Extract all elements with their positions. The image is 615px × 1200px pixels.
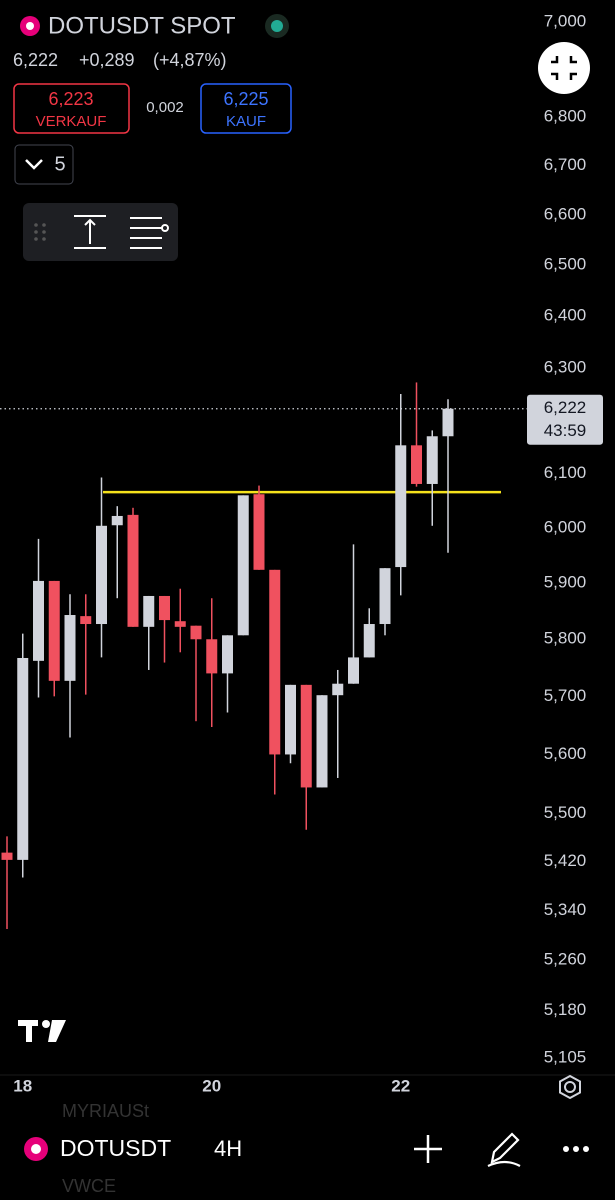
buy-button[interactable] [200, 83, 292, 134]
candle-body [442, 408, 454, 437]
y-tick-label: 7,000 [544, 11, 587, 30]
candle-body [426, 436, 438, 484]
market-status-dot [271, 20, 283, 32]
y-tick-label: 5,260 [544, 950, 587, 969]
x-tick-label: 18 [13, 1076, 32, 1095]
y-tick-label: 5,700 [544, 686, 587, 705]
y-tick-label: 6,500 [544, 255, 587, 274]
candle-body [411, 445, 422, 484]
sell-button[interactable] [13, 83, 130, 134]
candle-body [143, 595, 155, 627]
x-tick-label: 22 [391, 1076, 410, 1095]
current-price-label: 6,222 [544, 398, 587, 417]
candle-body [96, 525, 107, 625]
y-tick-label: 5,600 [544, 744, 587, 763]
candle-body [206, 639, 218, 674]
current-price-box [527, 394, 603, 445]
candle-body [237, 495, 249, 636]
y-tick-label: 6,400 [544, 306, 587, 325]
chevron-icon [25, 159, 43, 170]
x-tick-label: 20 [202, 1076, 221, 1095]
candle-body [253, 494, 265, 570]
candle-body [190, 625, 202, 640]
candle-body [332, 683, 344, 696]
countdown: 43:59 [544, 421, 587, 440]
candle-body [174, 621, 186, 627]
candle-body [17, 657, 29, 860]
candle-body [316, 695, 328, 788]
candle-body [285, 684, 296, 755]
change-pct: (+4,87%) [153, 50, 227, 70]
drag-handle [34, 223, 46, 241]
y-tick-label: 6,800 [544, 107, 587, 126]
quantity-dropdown[interactable] [14, 144, 74, 185]
y-tick-label: 5,180 [544, 1000, 587, 1019]
symbol-title: DOTUSDT SPOT [48, 12, 236, 39]
sell-label: VERKAUF [36, 113, 107, 130]
y-tick-label: 5,900 [544, 573, 587, 592]
candle-body [222, 635, 233, 674]
interval[interactable]: 4H [214, 1136, 242, 1161]
candle-body [111, 515, 123, 526]
spread: 0,002 [146, 99, 184, 116]
last-price: 6,222 [13, 50, 58, 70]
buy-price: 6,225 [223, 89, 268, 109]
bottom-symbol-icon-dot [31, 1144, 41, 1154]
candle-body [395, 445, 407, 568]
ghost-symbol: MYRIAUSt [62, 1101, 149, 1121]
y-tick-label: 5,340 [544, 900, 587, 919]
y-tick-label: 6,300 [544, 357, 587, 376]
y-tick-label: 5,800 [544, 629, 587, 648]
y-tick-label: 6,100 [544, 463, 587, 482]
candle-body [64, 615, 76, 681]
candle-body [127, 514, 139, 627]
candle-body [33, 580, 44, 661]
add-button[interactable] [414, 1135, 442, 1163]
change: +0,289 [79, 50, 135, 70]
candle-body [379, 568, 391, 625]
buy-label: KAUF [226, 113, 266, 130]
measure-tool[interactable] [74, 215, 106, 249]
y-tick-label: 6,700 [544, 155, 587, 174]
lines-tool[interactable] [130, 217, 169, 249]
more-button[interactable] [563, 1146, 589, 1152]
candle-body [159, 595, 170, 621]
y-tick-label: 6,600 [544, 205, 587, 224]
fullscreen-icon [551, 56, 577, 80]
quantity: 5 [54, 153, 65, 175]
drawing-toolbar [23, 203, 178, 261]
candle-body [80, 616, 92, 625]
candle-body [300, 684, 312, 788]
candle-body [1, 852, 13, 860]
y-tick-label: 6,000 [544, 517, 587, 536]
sell-price: 6,223 [48, 89, 93, 109]
bottom-symbol[interactable]: DOTUSDT [60, 1135, 171, 1161]
ghost-symbol: VWCE [62, 1176, 116, 1196]
y-tick-label: 5,420 [544, 851, 587, 870]
candle-body [269, 569, 281, 755]
symbol-icon-dot [26, 22, 34, 30]
settings-button[interactable] [559, 1074, 581, 1100]
y-tick-label: 5,500 [544, 803, 587, 822]
candle-body [363, 624, 375, 658]
tradingview-logo [18, 1020, 66, 1042]
fullscreen-button[interactable] [538, 42, 590, 94]
y-tick-label: 5,105 [544, 1048, 587, 1067]
candle-body [48, 580, 60, 681]
plot: 7,000 6,800 6,700 6,600 6,500 6,400 6,300 6,100… [0, 11, 603, 1095]
draw-button[interactable] [487, 1132, 521, 1168]
candle-body [348, 657, 359, 684]
